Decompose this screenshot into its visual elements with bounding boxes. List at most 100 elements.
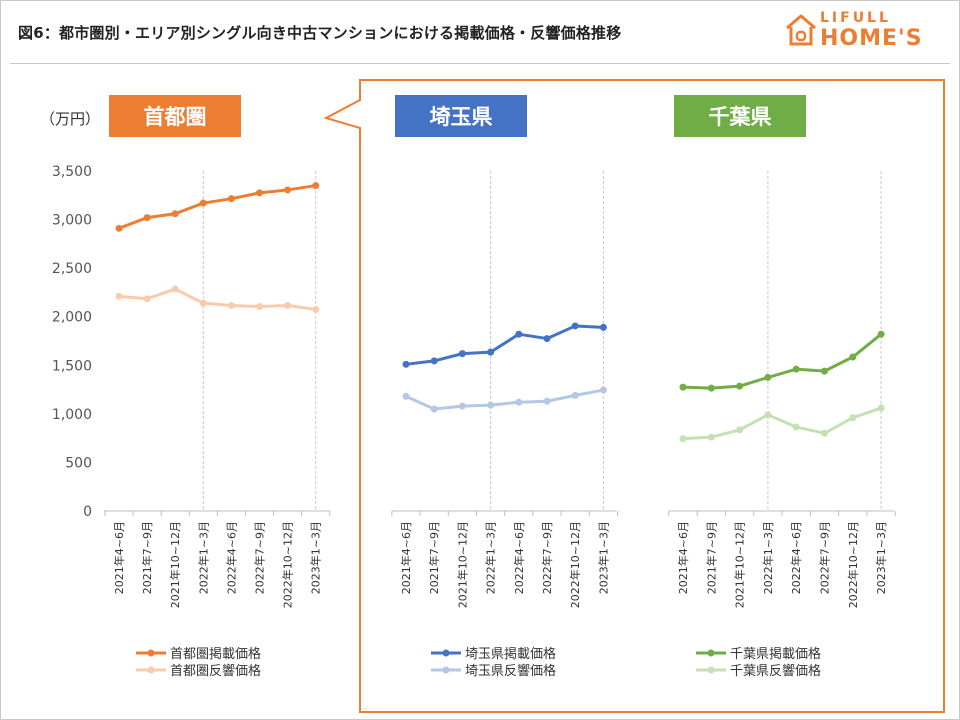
x-tick-label: 2022年1~3月 (196, 521, 210, 594)
data-point (764, 373, 772, 381)
data-point (430, 405, 438, 413)
data-point (736, 382, 744, 390)
data-point (679, 383, 687, 391)
y-tick-label: 0 (83, 504, 92, 520)
saitama-label: 埼玉県 (395, 95, 527, 137)
x-tick-label: 2022年4~6月 (512, 521, 526, 594)
legend-label: 埼玉県掲載価格 (465, 646, 556, 662)
title-divider (10, 63, 950, 64)
data-point (115, 292, 123, 300)
y-tick-label: 2,000 (52, 310, 92, 326)
x-tick-label: 2021年4~6月 (676, 521, 690, 594)
x-tick-label: 2021年10~12月 (455, 521, 469, 608)
legend-label: 千葉県掲載価格 (730, 646, 821, 662)
x-tick-label: 2023年1~3月 (874, 521, 888, 594)
legend-marker (147, 666, 155, 674)
data-point (821, 429, 828, 437)
data-point (312, 182, 320, 190)
series-line (118, 287, 316, 311)
y-tick-label: 3,500 (52, 164, 92, 180)
x-tick-label: 2022年10~12月 (281, 521, 295, 608)
x-tick-label: 2023年1~3月 (309, 521, 323, 594)
series-line (682, 333, 883, 390)
page-title: 図6：都市圏別・エリア別シングル向き中古マンションにおける掲載価格・反響価格推移 (18, 24, 622, 42)
data-point (543, 397, 551, 405)
data-point (256, 189, 263, 197)
data-point (402, 360, 410, 368)
data-point (199, 199, 207, 207)
data-point (256, 303, 263, 311)
data-point (487, 348, 495, 356)
x-tick-label: 2022年1~3月 (761, 521, 775, 594)
data-point (849, 353, 857, 361)
lifull-homes-logo: LIFULL HOME'S (785, 10, 945, 53)
y-axis-unit: （万円） (40, 110, 101, 128)
legend-marker (707, 666, 715, 674)
x-tick-label: 2022年4~6月 (224, 521, 238, 594)
data-point (877, 404, 885, 412)
data-point (515, 330, 523, 338)
data-point (458, 350, 466, 358)
legend-label: 千葉県反響価格 (730, 663, 821, 679)
data-point (764, 411, 772, 419)
data-point (571, 391, 579, 399)
data-point (736, 426, 744, 434)
series-line (682, 406, 882, 441)
legend-label: 首都圏反響価格 (170, 663, 261, 679)
legend-marker (707, 649, 715, 657)
data-point (877, 330, 885, 338)
y-tick-label: 1,000 (52, 407, 92, 423)
x-tick-label: 2021年7~9月 (140, 521, 154, 594)
x-tick-label: 2021年4~6月 (112, 521, 126, 594)
legend-marker (442, 666, 450, 674)
chiba-label: 千葉県 (674, 95, 806, 137)
data-point (571, 322, 579, 330)
y-tick-label: 500 (65, 455, 92, 471)
house-icon (786, 14, 816, 46)
data-point (821, 367, 828, 375)
x-tick-label: 2022年4~6月 (789, 521, 803, 594)
legend-label: 埼玉県反響価格 (465, 663, 556, 679)
x-tick-label: 2022年10~12月 (846, 521, 860, 608)
y-tick-label: 2,500 (52, 261, 92, 277)
data-point (430, 357, 438, 365)
x-tick-label: 2022年1~3月 (484, 521, 498, 594)
data-point (707, 433, 715, 441)
data-point (792, 423, 800, 431)
data-point (227, 302, 235, 310)
series-line (405, 388, 604, 411)
data-point (312, 305, 320, 313)
logo-text-top: LIFULL (820, 10, 891, 26)
x-tick-label: 2021年10~12月 (733, 521, 747, 608)
data-point (458, 402, 466, 410)
x-tick-label: 2022年7~9月 (818, 521, 832, 594)
x-tick-label: 2021年4~6月 (399, 521, 413, 594)
data-point (599, 386, 607, 394)
data-point (402, 392, 410, 400)
logo-text-bottom: HOME'S (820, 26, 923, 51)
data-point (227, 195, 235, 203)
series-line (118, 184, 316, 230)
series-line (405, 324, 604, 366)
data-point (143, 214, 151, 222)
data-point (199, 299, 207, 307)
x-tick-label: 2023年1~3月 (596, 521, 610, 594)
x-tick-label: 2022年7~9月 (253, 521, 267, 594)
data-point (171, 285, 179, 293)
capital-label: 首都圏 (109, 95, 241, 137)
x-tick-label: 2021年7~9月 (704, 521, 718, 594)
legend-marker (442, 649, 450, 657)
data-point (792, 365, 800, 373)
data-point (487, 401, 495, 409)
data-point (599, 323, 607, 331)
data-point (515, 398, 523, 406)
data-point (707, 384, 715, 392)
data-point (171, 210, 179, 218)
y-tick-label: 1,500 (52, 358, 92, 374)
legend-label: 首都圏掲載価格 (170, 646, 261, 662)
y-tick-label: 3,000 (52, 213, 92, 229)
x-tick-label: 2021年7~9月 (427, 521, 441, 594)
data-point (143, 295, 151, 303)
